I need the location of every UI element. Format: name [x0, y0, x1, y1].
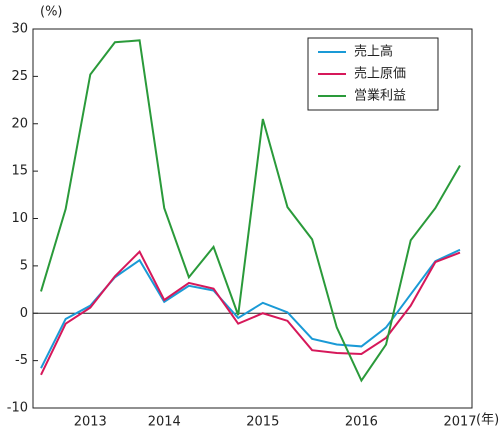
y-tick-label: 0	[20, 306, 28, 321]
series-line	[40, 39, 461, 383]
y-tick-label: 25	[11, 69, 28, 84]
x-tick-label: 2015	[246, 415, 279, 430]
x-tick-label: 2014	[148, 415, 181, 430]
y-tick-label: 30	[11, 22, 28, 37]
x-tick-label: 2013	[74, 415, 107, 430]
legend-label: 売上高	[354, 44, 393, 60]
y-tick-label: -5	[15, 353, 28, 368]
y-tick-label: 10	[11, 211, 28, 226]
legend-label: 売上原価	[354, 66, 406, 82]
y-tick-label: 20	[11, 116, 28, 131]
y-tick-label: 15	[11, 164, 28, 179]
x-tick-label: 2017	[443, 415, 476, 430]
x-unit: (年)	[476, 413, 499, 428]
series-line	[40, 249, 461, 376]
legend-label: 営業利益	[354, 88, 406, 104]
y-unit: (%)	[40, 5, 63, 20]
y-tick-label: -10	[7, 401, 28, 416]
series-line	[40, 248, 461, 369]
y-tick-label: 5	[20, 258, 28, 273]
x-tick-label: 2016	[345, 415, 378, 430]
